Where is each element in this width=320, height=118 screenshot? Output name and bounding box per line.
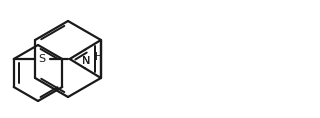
Text: S: S: [38, 54, 45, 64]
Text: H: H: [95, 52, 103, 62]
Text: N: N: [82, 56, 91, 66]
Text: N: N: [82, 56, 91, 66]
